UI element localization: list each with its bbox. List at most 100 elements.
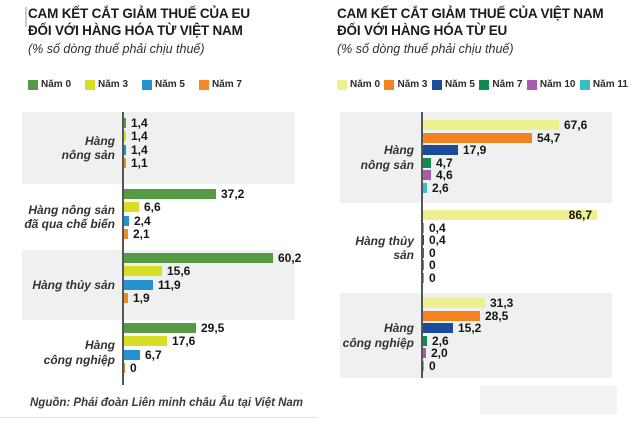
- bar: [123, 253, 273, 263]
- category-group: Hàng thủy sản 86,7 0,4 0,4 0 0 0: [340, 203, 612, 293]
- legend-item-label: Năm 11: [592, 79, 628, 90]
- bar-value-label: 0: [130, 361, 137, 376]
- legend-swatch-icon: [141, 79, 152, 90]
- bar: [422, 120, 559, 130]
- bar: [422, 360, 424, 371]
- legend-swatch-icon: [479, 79, 490, 90]
- bar-value-label: 54,7: [537, 130, 561, 145]
- legend-swatch-icon: [384, 79, 395, 90]
- legend-swatch-icon: [198, 79, 209, 90]
- left-chart-header: CAM KẾT CẮT GIẢM THUẾ CỦA EU ĐỐI VỚI HÀNG…: [28, 6, 333, 56]
- bar-value-label: 67,6: [564, 118, 588, 132]
- bar-value-label: 86,7: [568, 208, 592, 222]
- category-label: Hàng công nghiệp: [342, 321, 414, 350]
- bar-value-label: 1,4: [131, 116, 148, 130]
- bar: [422, 222, 424, 233]
- legend-item-label: Năm 0: [350, 79, 381, 90]
- bar-value-label: 1,1: [131, 156, 148, 171]
- bar: [123, 363, 125, 374]
- legend-item-label: Năm 0: [41, 79, 72, 90]
- bar-value-label: 2,1: [133, 227, 150, 242]
- bar-value-label: 11,9: [158, 277, 181, 292]
- legend-item-năm-7: Năm 7: [479, 79, 522, 90]
- bar-value-label: 0: [429, 258, 436, 272]
- bar: [123, 279, 153, 290]
- corner-tick-mark: [25, 7, 27, 27]
- legend-item-năm-11: Năm 11: [579, 79, 628, 90]
- bar: [422, 298, 485, 308]
- bar-value-label: 17,6: [172, 334, 196, 349]
- category-group: Hàng công nghiệp 31,3 28,5 15,2 2,6 2,0 0: [340, 293, 612, 378]
- bar: [123, 131, 126, 142]
- legend-item-label: Năm 7: [211, 79, 242, 90]
- bar-value-label: 2,4: [134, 213, 151, 228]
- legend-swatch-icon: [28, 79, 38, 90]
- bar: [123, 202, 139, 213]
- bar: [422, 323, 453, 333]
- right-chart-legend: Năm 0 Năm 3 Năm 5 Năm 7 Năm 10 Năm 11: [337, 79, 628, 90]
- legend-item-năm-5: Năm 5: [141, 79, 185, 90]
- legend-item-năm-0: Năm 0: [28, 79, 71, 90]
- bar-value-label: 0,4: [429, 220, 446, 235]
- bar-value-label: 0: [429, 245, 436, 260]
- legend-swatch-icon: [579, 79, 590, 90]
- bar: [123, 323, 196, 333]
- bar: [123, 266, 162, 277]
- legend-item-label: Năm 10: [539, 79, 576, 90]
- category-label: Hàng thủy sản: [32, 277, 115, 292]
- legend-swatch-icon: [84, 79, 95, 90]
- legend-swatch-icon: [431, 79, 442, 90]
- legend-item-năm-3: Năm 3: [84, 79, 128, 90]
- legend-item-năm-5: Năm 5: [431, 79, 475, 90]
- bar-value-label: 1,4: [131, 129, 148, 144]
- bar-value-label: 0: [429, 358, 436, 373]
- bar-value-label: 17,9: [463, 143, 487, 157]
- legend-item-label: Năm 5: [444, 79, 475, 90]
- legend-item-label: Năm 7: [492, 79, 523, 90]
- category-label: Hàng nông sản: [61, 133, 115, 163]
- bar: [123, 336, 167, 347]
- category-label: Hàng nông sản đã qua chế biến: [24, 202, 115, 232]
- right-chart-title-line2: ĐỐI VỚI HÀNG HÓA TỪ EU: [337, 22, 508, 38]
- axis-line: [421, 112, 423, 378]
- footer-divider: [0, 417, 318, 418]
- category-label: Hàng nông sản: [360, 143, 414, 172]
- left-chart-subtitle: (% số dòng thuế phải chịu thuế): [28, 42, 205, 56]
- right-chart-subtitle: (% số dòng thuế phải chịu thuế): [337, 42, 514, 56]
- bar-value-label: 6,6: [144, 200, 161, 215]
- bar-value-label: 28,5: [485, 308, 509, 323]
- bar-value-label: 1,4: [131, 142, 148, 157]
- legend-swatch-icon: [526, 79, 537, 90]
- legend-swatch-icon: [337, 79, 347, 90]
- bar-value-label: 6,7: [145, 347, 162, 362]
- bar-value-label: 15,6: [167, 264, 191, 279]
- bar: [422, 235, 424, 245]
- bar: [422, 272, 424, 283]
- source-attribution: Nguồn: Phái đoàn Liên minh châu Âu tại V…: [30, 397, 304, 409]
- right-chart-header: CAM KẾT CẮT GIẢM THUẾ CỦA VIỆT NAM ĐỐI VỚ…: [337, 6, 640, 56]
- right-chart-plot: Hàng nông sản 67,6 54,7 17,9 4,7 4,6 2,6 Hàng t…: [340, 112, 612, 378]
- legend-item-năm-7: Năm 7: [198, 79, 242, 90]
- bar: [422, 247, 424, 258]
- bar-value-label: 2,6: [432, 333, 449, 348]
- bar-value-label: 15,2: [458, 321, 482, 335]
- bar-value-label: 0: [429, 270, 436, 285]
- bar-value-label: 1,9: [133, 291, 150, 306]
- category-group: Hàng nông sản 1,4 1,4 1,4 1,1: [22, 112, 295, 184]
- bottom-right-shade: [480, 386, 617, 414]
- bar: [123, 118, 126, 128]
- category-group: Hàng thủy sản 60,2 15,6 11,9 1,9: [22, 250, 301, 320]
- legend-item-label: Năm 3: [397, 79, 428, 90]
- bar: [422, 182, 427, 193]
- category-group: Hàng công nghiệp 29,5 17,6 6,7 0: [22, 320, 295, 385]
- right-chart-title-line1: CAM KẾT CẮT GIẢM THUẾ CỦA VIỆT NAM: [337, 6, 604, 21]
- left-chart-legend: Năm 0 Năm 3 Năm 5 Năm 7: [28, 79, 242, 90]
- bar: [123, 144, 126, 155]
- bar: [422, 348, 426, 358]
- left-chart-title-line2: ĐỐI VỚI HÀNG HÓA TỪ VIỆT NAM: [28, 22, 243, 38]
- right-chart-title: CAM KẾT CẮT GIẢM THUẾ CỦA VIỆT NAM ĐỐI VỚ…: [337, 6, 640, 39]
- bar-value-label: 29,5: [201, 321, 225, 335]
- bar: [422, 310, 480, 321]
- bar: [422, 157, 431, 168]
- bar-value-label: 0,4: [429, 233, 446, 247]
